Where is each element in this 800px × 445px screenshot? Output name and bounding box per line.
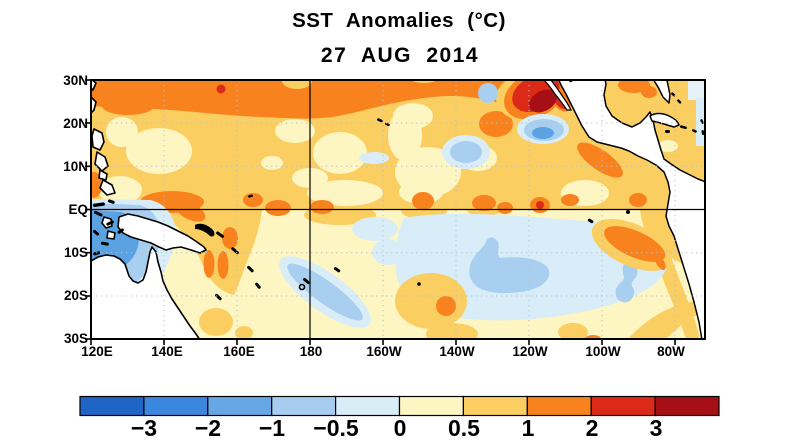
svg-text:30N: 30N (63, 73, 88, 88)
svg-text:−2: −2 (195, 415, 221, 441)
svg-text:30S: 30S (64, 331, 88, 346)
svg-text:180: 180 (300, 344, 323, 359)
svg-text:10N: 10N (63, 159, 88, 174)
svg-text:20N: 20N (63, 116, 88, 131)
svg-text:120E: 120E (81, 344, 113, 359)
svg-text:−1: −1 (259, 415, 285, 441)
svg-text:0: 0 (394, 415, 407, 441)
svg-text:−0.5: −0.5 (313, 415, 359, 441)
svg-text:80W: 80W (657, 344, 685, 359)
svg-text:0.5: 0.5 (448, 415, 480, 441)
svg-text:160E: 160E (223, 344, 255, 359)
svg-text:120W: 120W (512, 344, 548, 359)
svg-text:140E: 140E (151, 344, 183, 359)
svg-text:160W: 160W (366, 344, 402, 359)
svg-text:10S: 10S (64, 245, 88, 260)
svg-text:SST Anomalies (°C): SST Anomalies (°C) (292, 9, 506, 32)
svg-text:140W: 140W (439, 344, 475, 359)
svg-text:−3: −3 (131, 415, 157, 441)
svg-text:2: 2 (586, 415, 599, 441)
svg-text:100W: 100W (585, 344, 621, 359)
svg-text:20S: 20S (64, 288, 88, 303)
svg-text:EQ: EQ (68, 202, 88, 217)
svg-text:1: 1 (522, 415, 535, 441)
svg-text:27 AUG 2014: 27 AUG 2014 (321, 44, 479, 67)
svg-text:3: 3 (650, 415, 663, 441)
